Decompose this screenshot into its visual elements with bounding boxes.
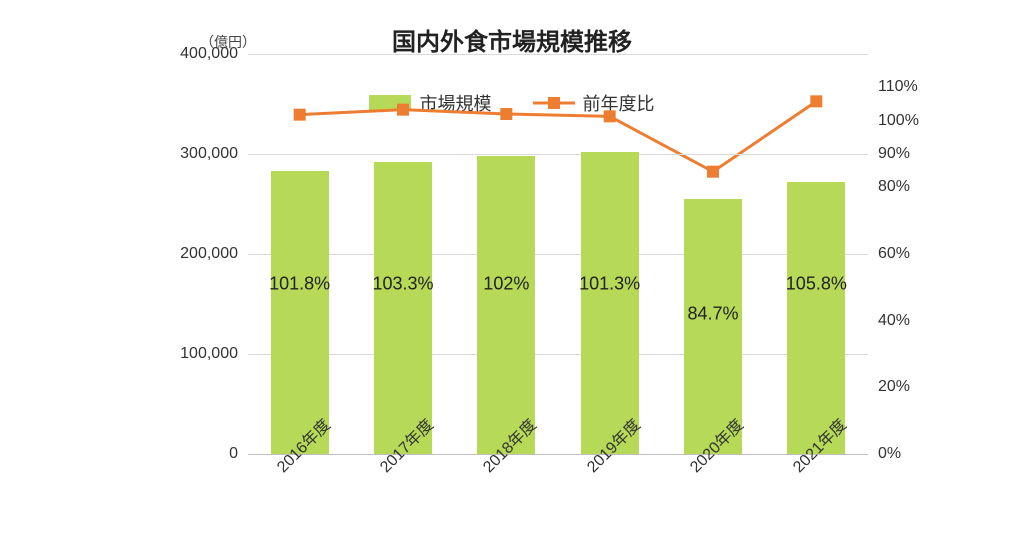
data-label: 101.8%	[269, 274, 330, 295]
y-tick-right: 60%	[878, 245, 910, 263]
y-tick-right: 90%	[878, 145, 910, 163]
gridline	[248, 54, 868, 55]
chart-container: 国内外食市場規模推移 （億円） 市場規模 前年度比 0100,000200,00…	[0, 0, 1024, 548]
y-tick-left: 0	[229, 445, 238, 463]
line-marker	[397, 104, 409, 116]
y-tick-left: 300,000	[180, 145, 238, 163]
bar	[271, 171, 329, 454]
gridline	[248, 454, 868, 455]
y-tick-left: 100,000	[180, 345, 238, 363]
y-tick-right: 40%	[878, 312, 910, 330]
data-label: 103.3%	[372, 274, 433, 295]
plot-area: 0100,000200,000300,000400,0000%20%40%60%…	[248, 54, 868, 454]
bar	[374, 162, 432, 454]
bar	[581, 152, 639, 454]
y-tick-right: 80%	[878, 178, 910, 196]
data-label: 84.7%	[687, 304, 738, 325]
gridline	[248, 254, 868, 255]
y-tick-left: 400,000	[180, 45, 238, 63]
data-label: 105.8%	[786, 274, 847, 295]
gridline	[248, 354, 868, 355]
y-tick-right: 110%	[878, 78, 918, 96]
bar	[477, 156, 535, 454]
y-tick-left: 200,000	[180, 245, 238, 263]
line-marker	[604, 110, 616, 122]
y-tick-right: 100%	[878, 112, 919, 130]
line-marker	[294, 109, 306, 121]
chart-title: 国内外食市場規模推移	[0, 22, 1024, 57]
line-marker	[810, 95, 822, 107]
line-marker	[500, 108, 512, 120]
bar	[787, 182, 845, 454]
gridline	[248, 154, 868, 155]
line-marker	[707, 166, 719, 178]
data-label: 101.3%	[579, 274, 640, 295]
y-tick-right: 0%	[878, 445, 901, 463]
y-tick-right: 20%	[878, 378, 910, 396]
data-label: 102%	[483, 274, 529, 295]
